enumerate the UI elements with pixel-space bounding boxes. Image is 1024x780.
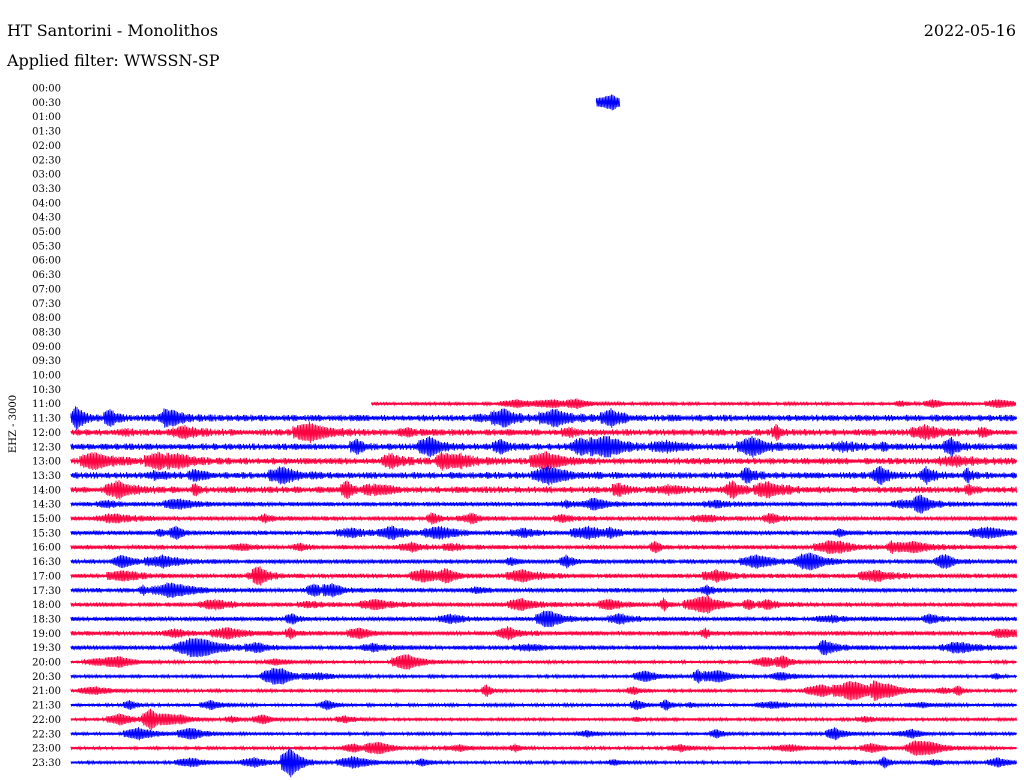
time-tick-label: 11:30 [32,414,61,425]
time-tick-label: 17:30 [32,586,61,597]
station-title: HT Santorini - Monolithos [7,21,219,40]
time-tick-label: 19:00 [32,629,61,640]
time-tick-label: 21:30 [32,701,61,712]
time-tick-label: 09:00 [32,342,61,353]
time-tick-label: 01:30 [32,127,61,138]
time-tick-label: 12:30 [32,442,61,453]
time-tick-label: 03:00 [32,170,61,181]
filter-label: Applied filter: WWSSN-SP [7,51,220,70]
time-tick-label: 22:30 [32,729,61,740]
time-tick-label: 20:30 [32,672,61,683]
time-tick-label: 11:00 [32,399,61,410]
time-tick-label: 02:30 [32,155,61,166]
time-tick-label: 15:30 [32,528,61,539]
time-tick-label: 14:00 [32,485,61,496]
time-tick-label: 20:00 [32,658,61,669]
time-tick-label: 13:30 [32,471,61,482]
time-tick-label: 04:00 [32,198,61,209]
time-tick-label: 04:30 [32,213,61,224]
time-tick-label: 21:00 [32,686,61,697]
time-tick-label: 22:00 [32,715,61,726]
time-tick-label: 23:30 [32,758,61,769]
time-tick-label: 18:30 [32,614,61,625]
time-tick-label: 23:00 [32,744,61,755]
time-tick-label: 16:30 [32,557,61,568]
time-tick-label: 18:00 [32,600,61,611]
time-tick-label: 10:30 [32,385,61,396]
time-tick-label: 06:30 [32,270,61,281]
time-tick-label: 08:00 [32,313,61,324]
time-tick-label: 16:00 [32,543,61,554]
record-date: 2022-05-16 [923,21,1016,40]
time-tick-label: 07:30 [32,299,61,310]
time-tick-label: 10:00 [32,371,61,382]
time-tick-label: 03:30 [32,184,61,195]
time-tick-label: 00:30 [32,98,61,109]
time-tick-label: 08:30 [32,327,61,338]
seismic-trace [595,94,621,111]
time-tick-label: 12:00 [32,428,61,439]
time-tick-label: 01:00 [32,112,61,123]
time-tick-label: 06:00 [32,256,61,267]
time-tick-label: 17:00 [32,571,61,582]
time-tick-label: 09:30 [32,356,61,367]
time-tick-label: 13:00 [32,457,61,468]
time-tick-label: 07:00 [32,284,61,295]
time-tick-label: 05:30 [32,241,61,252]
channel-label: EHZ - 3000 [8,395,19,453]
time-tick-label: 15:00 [32,514,61,525]
time-tick-label: 14:30 [32,500,61,511]
time-tick-label: 19:30 [32,643,61,654]
time-tick-label: 02:00 [32,141,61,152]
time-tick-label: 05:00 [32,227,61,238]
time-tick-label: 00:00 [32,84,61,95]
